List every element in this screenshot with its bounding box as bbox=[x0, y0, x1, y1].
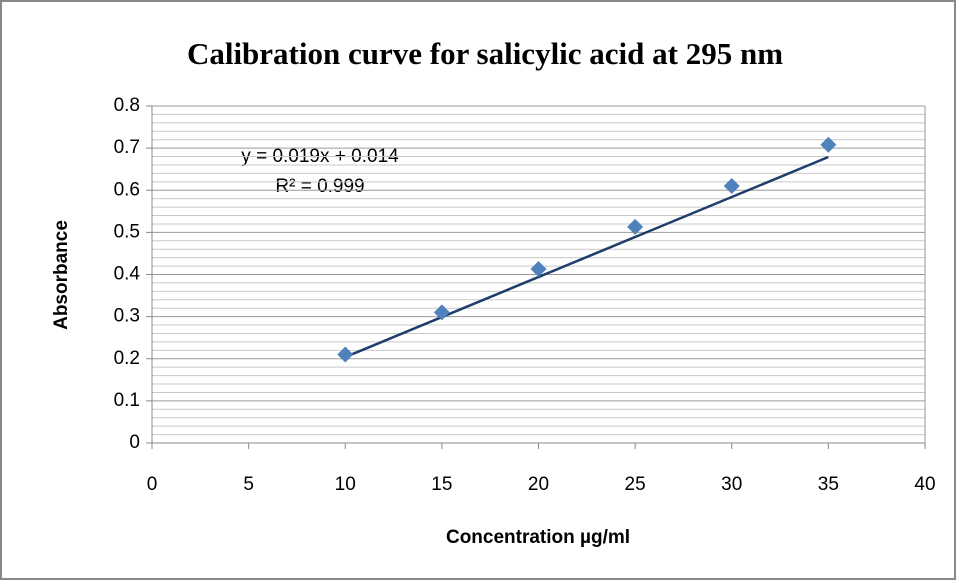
x-tick-label: 40 bbox=[914, 474, 935, 495]
x-axis-label: Concentration µg/ml bbox=[446, 527, 630, 548]
trendline bbox=[344, 155, 829, 359]
x-tick-label: 5 bbox=[243, 474, 254, 495]
y-tick-label: 0 bbox=[129, 432, 140, 453]
x-tick-label: 0 bbox=[147, 474, 158, 495]
x-tick-label: 25 bbox=[625, 474, 646, 495]
x-tick-label: 35 bbox=[818, 474, 839, 495]
marker bbox=[337, 346, 354, 363]
x-tick-label: 15 bbox=[431, 474, 452, 495]
annotation: R² = 0.999 bbox=[275, 176, 364, 197]
y-tick-label: 0.6 bbox=[114, 179, 140, 200]
marker bbox=[723, 178, 740, 195]
marker bbox=[820, 136, 837, 153]
x-tick-label: 30 bbox=[721, 474, 742, 495]
chart-title: Calibration curve for salicylic acid at … bbox=[187, 36, 783, 71]
y-tick-label: 0.7 bbox=[114, 137, 140, 158]
marker bbox=[627, 218, 644, 235]
y-tick-label: 0.8 bbox=[114, 95, 140, 116]
x-tick-label: 10 bbox=[335, 474, 356, 495]
y-tick-label: 0.1 bbox=[114, 390, 140, 411]
y-tick-label: 0.3 bbox=[114, 306, 140, 327]
y-axis-label: Absorbance bbox=[51, 220, 72, 330]
y-tick-label: 0.2 bbox=[114, 348, 140, 369]
y-tick-label: 0.5 bbox=[114, 221, 140, 242]
marker bbox=[530, 261, 547, 278]
y-tick-label: 0.4 bbox=[114, 264, 141, 285]
x-tick-label: 20 bbox=[528, 474, 549, 495]
marker bbox=[433, 304, 450, 321]
